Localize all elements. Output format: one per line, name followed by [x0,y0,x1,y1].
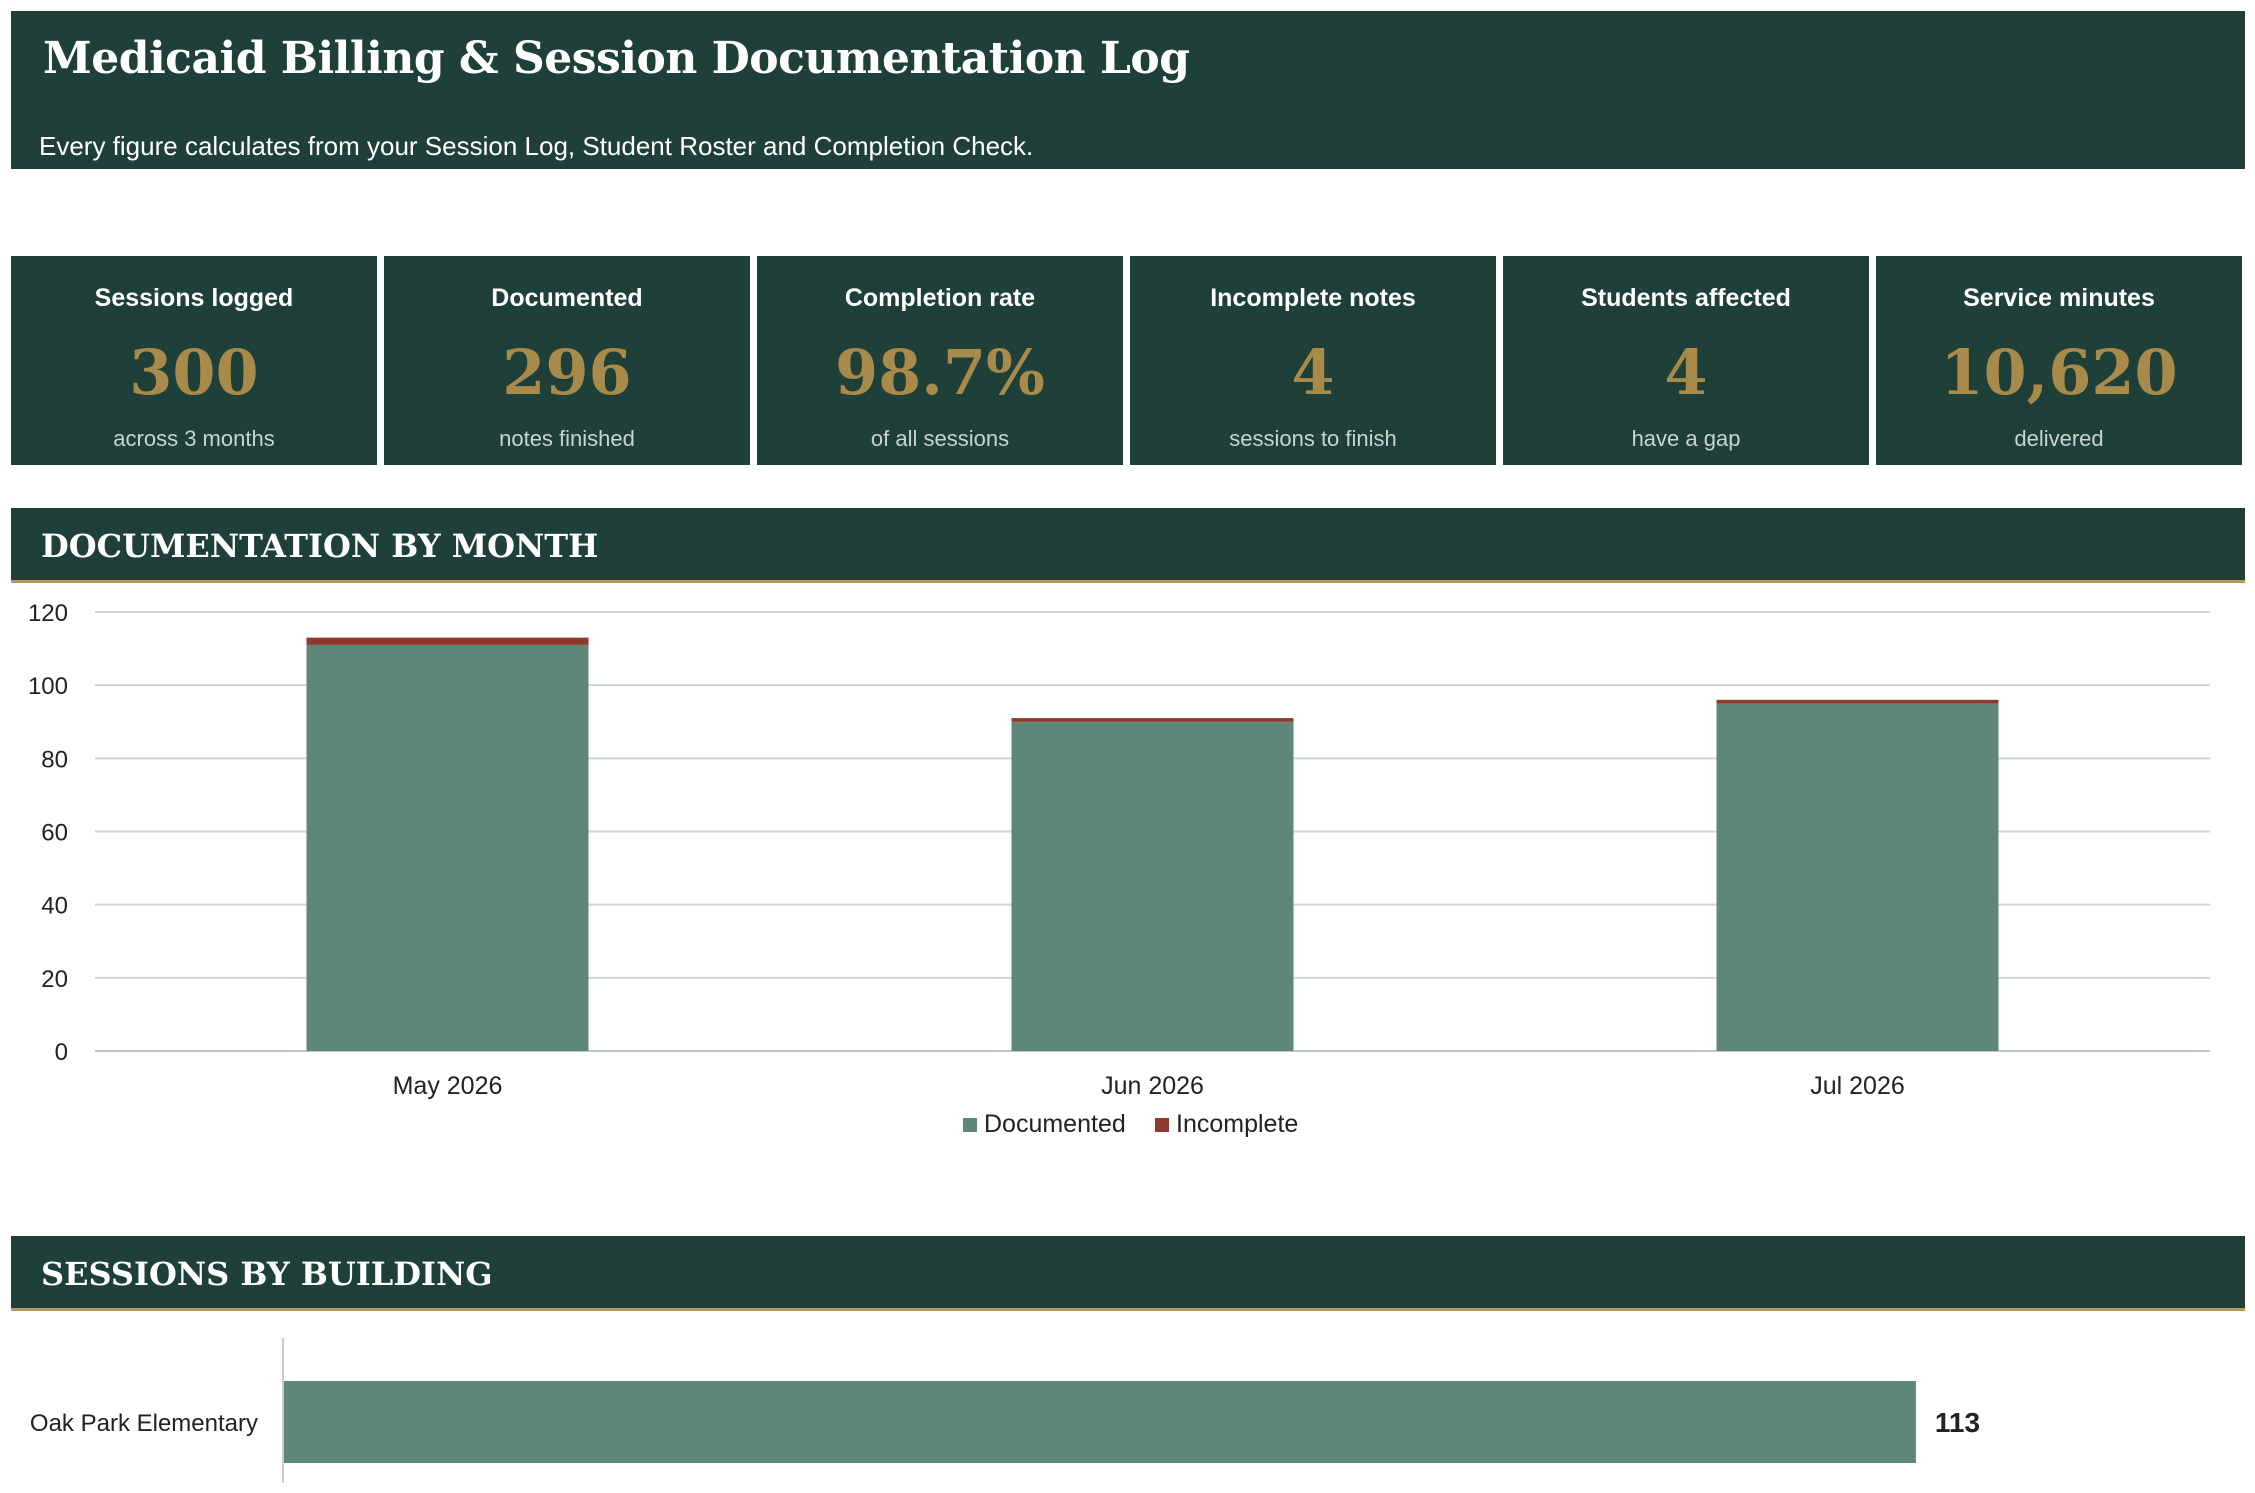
page-subtitle: Every figure calculates from your Sessio… [39,131,1034,161]
kpi-label: Students affected [1581,284,1791,312]
category-label: Oak Park Elementary [30,1410,258,1437]
legend-label: Documented [984,1110,1126,1138]
kpi-card-students-affected: Students affected 4 have a gap [1503,256,1869,465]
kpi-label: Incomplete notes [1210,284,1416,312]
legend-swatch [1155,1118,1169,1132]
x-tick-label: May 2026 [393,1072,503,1100]
section-title: SESSIONS BY BUILDING [41,1255,493,1293]
bar-documented [1716,703,1999,1051]
page-title: Medicaid Billing & Session Documentation… [43,33,1190,84]
section-title: DOCUMENTATION BY MONTH [41,527,599,565]
x-tick-label: Jul 2026 [1810,1072,1905,1100]
building-bar [284,1381,1916,1463]
y-tick-label: 100 [28,673,68,700]
sessions-by-building-chart: Oak Park Elementary 113 [30,1338,1980,1483]
bar-incomplete [1716,699,1999,704]
y-tick-label: 40 [41,893,68,920]
kpi-value: 10,620 [1940,336,2178,409]
kpi-card-sessions-logged: Sessions logged 300 across 3 months [11,256,377,465]
kpi-label: Documented [491,284,643,312]
header-banner: Medicaid Billing & Session Documentation… [11,11,2245,169]
kpi-caption: sessions to finish [1229,426,1397,451]
kpi-caption: of all sessions [870,426,1010,451]
kpi-label: Sessions logged [94,284,294,312]
y-tick-label: 20 [41,966,68,993]
kpi-value: 4 [1664,336,1708,409]
kpi-card-incomplete-notes: Incomplete notes 4 sessions to finish [1130,256,1496,465]
x-tick-label: Jun 2026 [1101,1072,1204,1100]
kpi-card-documented: Documented 296 notes finished [384,256,750,465]
section-header-by-month: DOCUMENTATION BY MONTH [11,508,2245,583]
y-tick-label: 0 [55,1039,68,1066]
section-header-by-building: SESSIONS BY BUILDING [11,1236,2245,1311]
documentation-by-month-chart: 0 20 40 60 80 100 120 May 2026 Jun 2026 Jul 2026 D… [28,600,2210,1138]
bar-incomplete [306,637,589,645]
kpi-value: 4 [1291,336,1335,409]
kpi-value: 300 [129,336,259,409]
kpi-value: 296 [502,336,632,409]
y-tick-label: 120 [28,600,68,627]
kpi-value: 98.7% [835,336,1045,409]
kpi-label: Service minutes [1963,284,2155,312]
bar-incomplete [1011,718,1294,722]
kpi-caption: have a gap [1631,426,1741,451]
kpi-caption: notes finished [499,426,635,451]
bar-documented [306,644,589,1051]
kpi-caption: across 3 months [113,426,275,451]
kpi-row: Sessions logged 300 across 3 months Docu… [11,256,2245,465]
kpi-card-service-minutes: Service minutes 10,620 delivered [1876,256,2242,465]
y-tick-label: 60 [41,820,68,847]
legend-label: Incomplete [1176,1110,1298,1138]
legend-swatch [963,1118,977,1132]
bar-documented [1011,721,1294,1051]
data-label: 113 [1935,1407,1980,1438]
kpi-label: Completion rate [844,284,1036,312]
kpi-card-completion-rate: Completion rate 98.7% of all sessions [757,256,1123,465]
kpi-caption: delivered [2014,426,2104,451]
y-tick-label: 80 [41,746,68,773]
